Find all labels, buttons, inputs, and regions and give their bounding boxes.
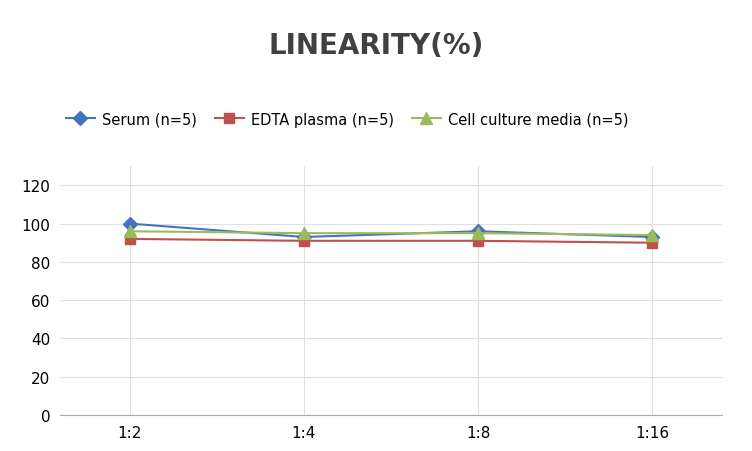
Line: Cell culture media (n=5): Cell culture media (n=5) <box>124 226 658 241</box>
Cell culture media (n=5) <box>647 233 656 238</box>
Cell culture media (n=5) <box>299 231 308 236</box>
Line: Serum (n=5): Serum (n=5) <box>125 219 657 242</box>
EDTA plasma (n=5) <box>647 240 656 246</box>
Cell culture media (n=5) <box>126 229 135 235</box>
Line: EDTA plasma (n=5): EDTA plasma (n=5) <box>125 235 657 248</box>
EDTA plasma (n=5) <box>299 239 308 244</box>
Text: LINEARITY(%): LINEARITY(%) <box>268 32 484 60</box>
Serum (n=5) <box>647 235 656 240</box>
Cell culture media (n=5) <box>474 231 483 236</box>
Legend: Serum (n=5), EDTA plasma (n=5), Cell culture media (n=5): Serum (n=5), EDTA plasma (n=5), Cell cul… <box>60 106 635 133</box>
Serum (n=5) <box>299 235 308 240</box>
Serum (n=5) <box>126 221 135 227</box>
EDTA plasma (n=5) <box>474 239 483 244</box>
EDTA plasma (n=5) <box>126 237 135 242</box>
Serum (n=5) <box>474 229 483 235</box>
